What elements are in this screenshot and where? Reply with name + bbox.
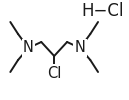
Text: H−Cl: H−Cl: [81, 2, 124, 20]
Text: Cl: Cl: [47, 66, 61, 80]
Text: N: N: [23, 40, 34, 56]
Text: N: N: [75, 40, 85, 56]
